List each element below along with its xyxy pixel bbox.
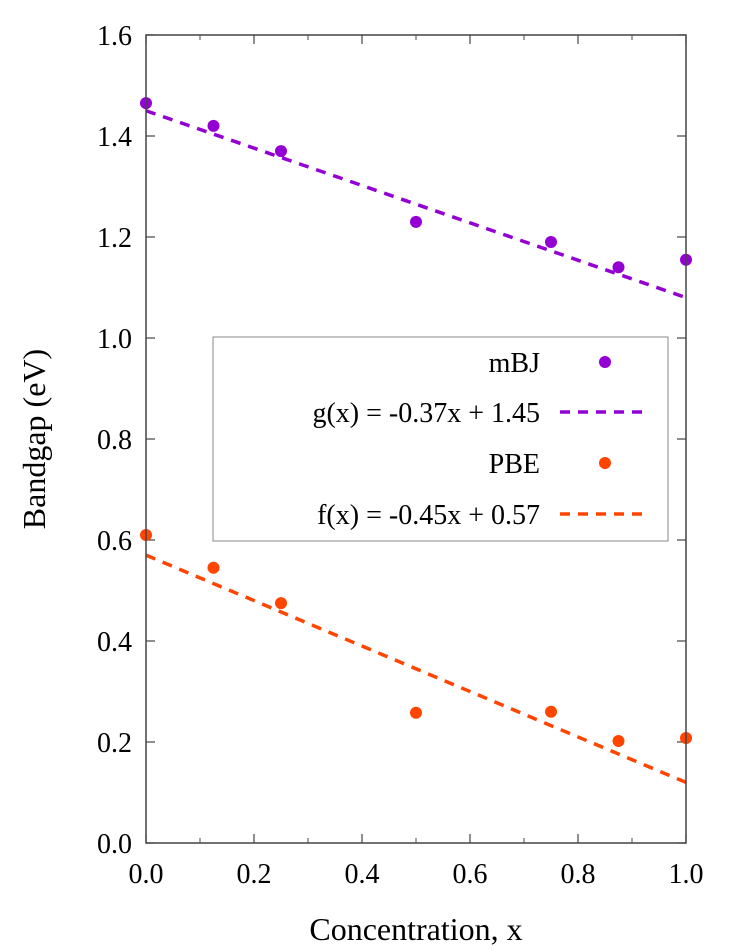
legend-label: mBJ (489, 348, 540, 379)
PBE-point (275, 597, 287, 610)
y-tick-label: 1.0 (97, 324, 132, 355)
y-tick-label: 0.6 (97, 526, 132, 557)
x-tick-label: 1.0 (669, 859, 704, 890)
plot-frame (145, 34, 687, 844)
y-tick-label: 1.6 (97, 21, 132, 52)
y-tick-label: 0.8 (97, 425, 132, 456)
legend-label: f(x) = -0.45x + 0.57 (317, 500, 540, 531)
fit-line (145, 109, 687, 300)
x-tick-label: 0.2 (237, 859, 272, 890)
mBJ-point (207, 119, 220, 132)
x-tick-label: 0.0 (129, 859, 164, 890)
y-tick-label: 0.2 (97, 728, 132, 759)
fit-line (145, 553, 687, 785)
PBE-point (612, 734, 625, 747)
y-tick-label: 1.4 (97, 122, 132, 153)
legend-box (212, 336, 669, 542)
y-tick-label: 1.2 (97, 223, 132, 254)
mBJ-point (275, 145, 287, 158)
legend: mBJ g(x) = -0.37x + 1.45 PBE f(x) = -0.45x … (212, 336, 669, 542)
legend-label: PBE (489, 449, 540, 480)
x-tick-label: 0.6 (453, 859, 488, 890)
x-tick-label: 0.8 (561, 859, 596, 890)
legend-label: g(x) = -0.37x + 1.45 (312, 398, 540, 429)
y-tick-label: 0.0 (97, 829, 132, 860)
mBJ-point (410, 215, 422, 228)
mBJ-point (612, 261, 625, 274)
x-axis-label: Concentration, x (309, 911, 522, 947)
PBE-point (545, 705, 557, 718)
legend-marker (599, 356, 611, 368)
legend-marker (599, 457, 611, 469)
y-axis-label: Bandgap (eV) (16, 349, 52, 529)
x-tick-label: 0.4 (345, 859, 380, 890)
mBJ-point (545, 236, 557, 249)
PBE-point (207, 561, 220, 574)
y-tick-label: 0.4 (97, 627, 132, 658)
PBE-point (410, 706, 422, 719)
axes: 0.0 0.2 0.4 0.6 0.8 1.0 1.2 1.4 1.6 0.0 0.2 0.4 0.6 0… (97, 21, 704, 890)
